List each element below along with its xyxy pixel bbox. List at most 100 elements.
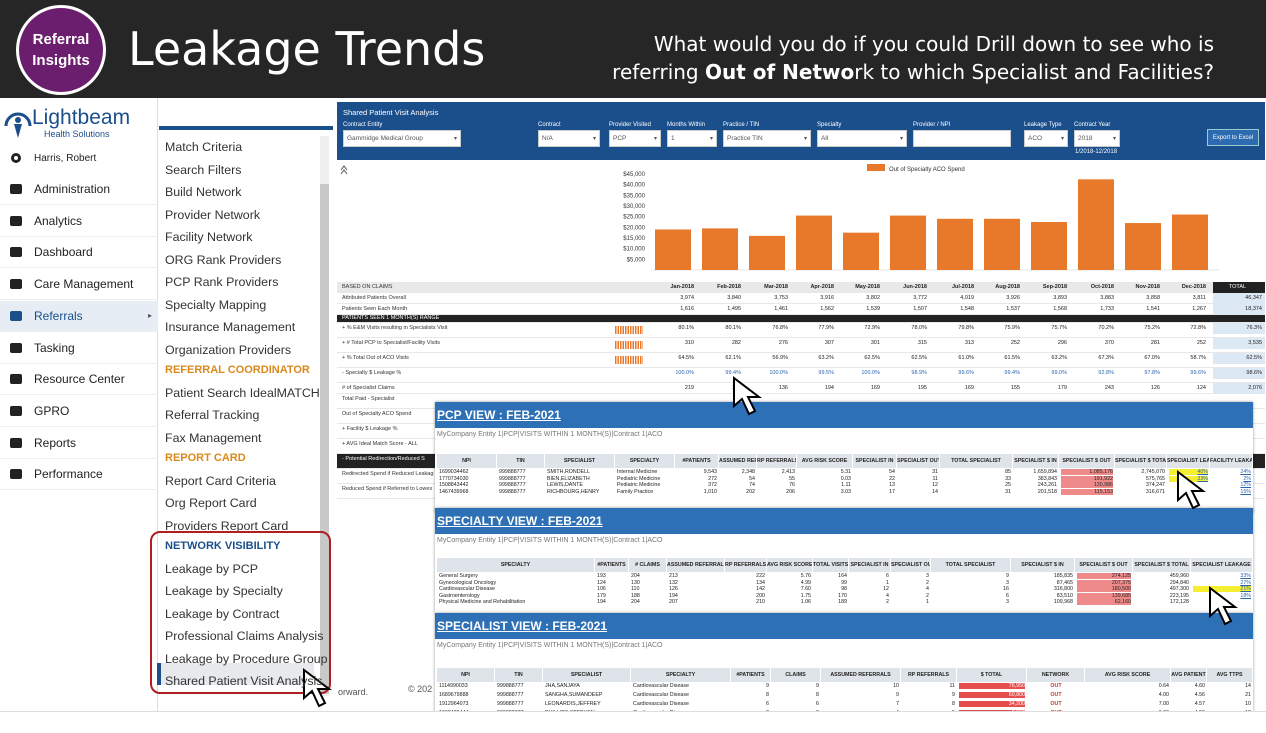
nav-item-label: Performance [34, 467, 103, 482]
column-header[interactable]: SPECIALIST $ TOTAL [1133, 558, 1190, 572]
submenu-item[interactable]: Leakage by Contract [165, 606, 280, 621]
export-excel-button[interactable]: Export to Excel [1207, 129, 1259, 146]
column-header[interactable]: SPECIALIST OUT [897, 454, 939, 468]
submenu-item[interactable]: Provider Network [165, 207, 261, 222]
column-header[interactable]: SPECIALIST $ TOTAL [1115, 454, 1166, 468]
column-header[interactable]: SPECIALIST LEAKAGE [1191, 558, 1252, 572]
filter-select[interactable]: N/A ▾ [538, 130, 600, 147]
scrollbar-thumb[interactable] [320, 184, 329, 694]
column-header[interactable]: ASSUMED REFERRALS [667, 558, 724, 572]
submenu-item[interactable]: Providers Report Card [165, 518, 289, 533]
table-cell: 62,160 [1077, 599, 1131, 605]
nav-item-analytics[interactable]: Analytics [0, 206, 158, 237]
column-header[interactable]: #PATIENTS [731, 668, 770, 682]
column-header[interactable]: RP REFERRALS [725, 558, 766, 572]
filter-select[interactable] [913, 130, 1011, 147]
submenu-item[interactable]: Fax Management [165, 430, 262, 445]
nav-user[interactable]: Harris, Robert [0, 143, 158, 174]
column-header[interactable]: SPECIALIST [543, 668, 630, 682]
y-tick-label: $10,000 [623, 247, 645, 253]
column-header[interactable]: CLAIMS [771, 668, 820, 682]
submenu-item[interactable]: Report Card Criteria [165, 473, 276, 488]
nav-item-performance[interactable]: Performance [0, 459, 158, 491]
column-header[interactable]: TOTAL VISITS [813, 558, 848, 572]
column-header[interactable]: ASSUMED REFERRALS [719, 454, 756, 468]
submenu-item[interactable]: Leakage by Procedure Group [165, 651, 328, 666]
column-header[interactable]: SPECIALIST $ OUT [1059, 454, 1114, 468]
column-header[interactable]: SPECIALIST LEAKAGE [1167, 454, 1209, 468]
column-header[interactable]: # CLAIMS [629, 558, 666, 572]
column-header[interactable]: SPECIALIST $ OUT [1075, 558, 1132, 572]
column-header[interactable]: SPECIALTY [437, 558, 594, 572]
column-header[interactable]: TIN [495, 668, 542, 682]
nav-item-gpro[interactable]: GPRO [0, 396, 158, 427]
table-cell: 11 [949, 683, 956, 689]
column-header[interactable]: TIN [497, 454, 544, 468]
column-header[interactable]: SPECIALIST IN [849, 558, 890, 572]
submenu-item[interactable]: Shared Patient Visit Analysis [165, 674, 323, 688]
column-header[interactable]: $ TOTAL [957, 668, 1026, 682]
column-header[interactable]: #PATIENTS [675, 454, 718, 468]
pcp-view-title[interactable]: PCP VIEW : FEB-2021 [435, 402, 1253, 428]
filter-select[interactable]: 1 ▾ [667, 130, 717, 147]
column-header[interactable]: NETWORK [1027, 668, 1084, 682]
nav-item-care-management[interactable]: Care Management [0, 269, 158, 301]
submenu-item[interactable]: Insurance Management [165, 320, 296, 334]
submenu-item[interactable]: Referral Tracking [165, 408, 260, 422]
column-header[interactable]: TOTAL SPECIALIST [931, 558, 1010, 572]
nav-item-administration[interactable]: Administration [0, 174, 158, 205]
submenu-item[interactable]: Org Report Card [165, 496, 257, 510]
column-header[interactable]: SPECIALIST OUT [891, 558, 930, 572]
column-header[interactable]: AVG TTPS [1207, 668, 1252, 682]
column-header[interactable]: RP REFERRALS [901, 668, 956, 682]
submenu-item[interactable]: Build Network [165, 185, 242, 199]
column-header[interactable]: TOTAL SPECIALIST [940, 454, 1012, 468]
nav-item-dashboard[interactable]: Dashboard [0, 237, 158, 269]
filter-select[interactable]: All ▾ [817, 130, 907, 147]
column-header[interactable]: AVG RISK SCORE [767, 558, 812, 572]
table-cell: 316,800 [1053, 586, 1073, 592]
submenu-item[interactable]: ORG Rank Providers [165, 252, 282, 267]
column-header[interactable]: NPI [437, 454, 496, 468]
filter-select[interactable]: ACO ▾ [1024, 130, 1068, 147]
column-header[interactable]: AVG RISK SCORE [1085, 668, 1170, 682]
column-header[interactable]: SPECIALIST [545, 454, 614, 468]
nav-item-resource-center[interactable]: Resource Center [0, 364, 158, 396]
filter-select[interactable]: Gammidge Medical Group ▾ [343, 130, 461, 147]
column-header[interactable]: FACILITY LEAKAGE [1210, 454, 1252, 468]
submenu-item[interactable]: Search Filters [165, 162, 242, 177]
column-header[interactable]: SPECIALTY [631, 668, 730, 682]
submenu-item[interactable]: Leakage by PCP [165, 561, 258, 576]
submenu-item[interactable]: Leakage by Specialty [165, 584, 283, 598]
column-header[interactable]: SPECIALIST IN [853, 454, 896, 468]
spec-view-title[interactable]: SPECIALTY VIEW : FEB-2021 [435, 508, 1253, 534]
filter-select[interactable]: 2018 ▾ [1074, 130, 1120, 147]
nav-item-referrals[interactable]: Referrals ▸ [0, 300, 158, 332]
column-header[interactable]: RP REFERRALS [757, 454, 796, 468]
submenu-item[interactable]: Professional Claims Analysis [165, 629, 324, 643]
filter-value: PCP [613, 135, 627, 142]
submenu-item[interactable]: Patient Search IdealMATCH [165, 385, 320, 400]
metrics-cell: 72.9% [864, 325, 880, 331]
submenu-item[interactable]: Organization Providers [165, 342, 292, 357]
metrics-total: 62.5% [1213, 353, 1265, 364]
column-header[interactable]: SPECIALIST $ IN [1013, 454, 1058, 468]
nav-item-reports[interactable]: Reports [0, 428, 158, 459]
column-header[interactable]: NPI [437, 668, 494, 682]
submenu-scrollbar[interactable] [320, 136, 329, 696]
column-header[interactable]: SPECIALIST $ IN [1011, 558, 1074, 572]
column-header[interactable]: #PATIENTS [595, 558, 628, 572]
column-header[interactable]: AVG PATIENT [1171, 668, 1206, 682]
column-header[interactable]: AVG RISK SCORE [797, 454, 852, 468]
nav-item-tasking[interactable]: Tasking [0, 333, 158, 364]
submenu-item[interactable]: PCP Rank Providers [165, 275, 279, 289]
submenu-item[interactable]: Facility Network [165, 230, 253, 244]
submenu-item[interactable]: Match Criteria [165, 140, 243, 154]
specialist-view-title[interactable]: SPECIALIST VIEW : FEB-2021 [435, 613, 1253, 639]
filter-select[interactable]: PCP ▾ [609, 130, 661, 147]
filter-select[interactable]: Practice TIN ▾ [723, 130, 811, 147]
question-bold: Out of Netwo [704, 60, 855, 84]
column-header[interactable]: SPECIALTY [615, 454, 674, 468]
submenu-item[interactable]: Specialty Mapping [165, 297, 267, 312]
column-header[interactable]: ASSUMED REFERRALS [821, 668, 900, 682]
